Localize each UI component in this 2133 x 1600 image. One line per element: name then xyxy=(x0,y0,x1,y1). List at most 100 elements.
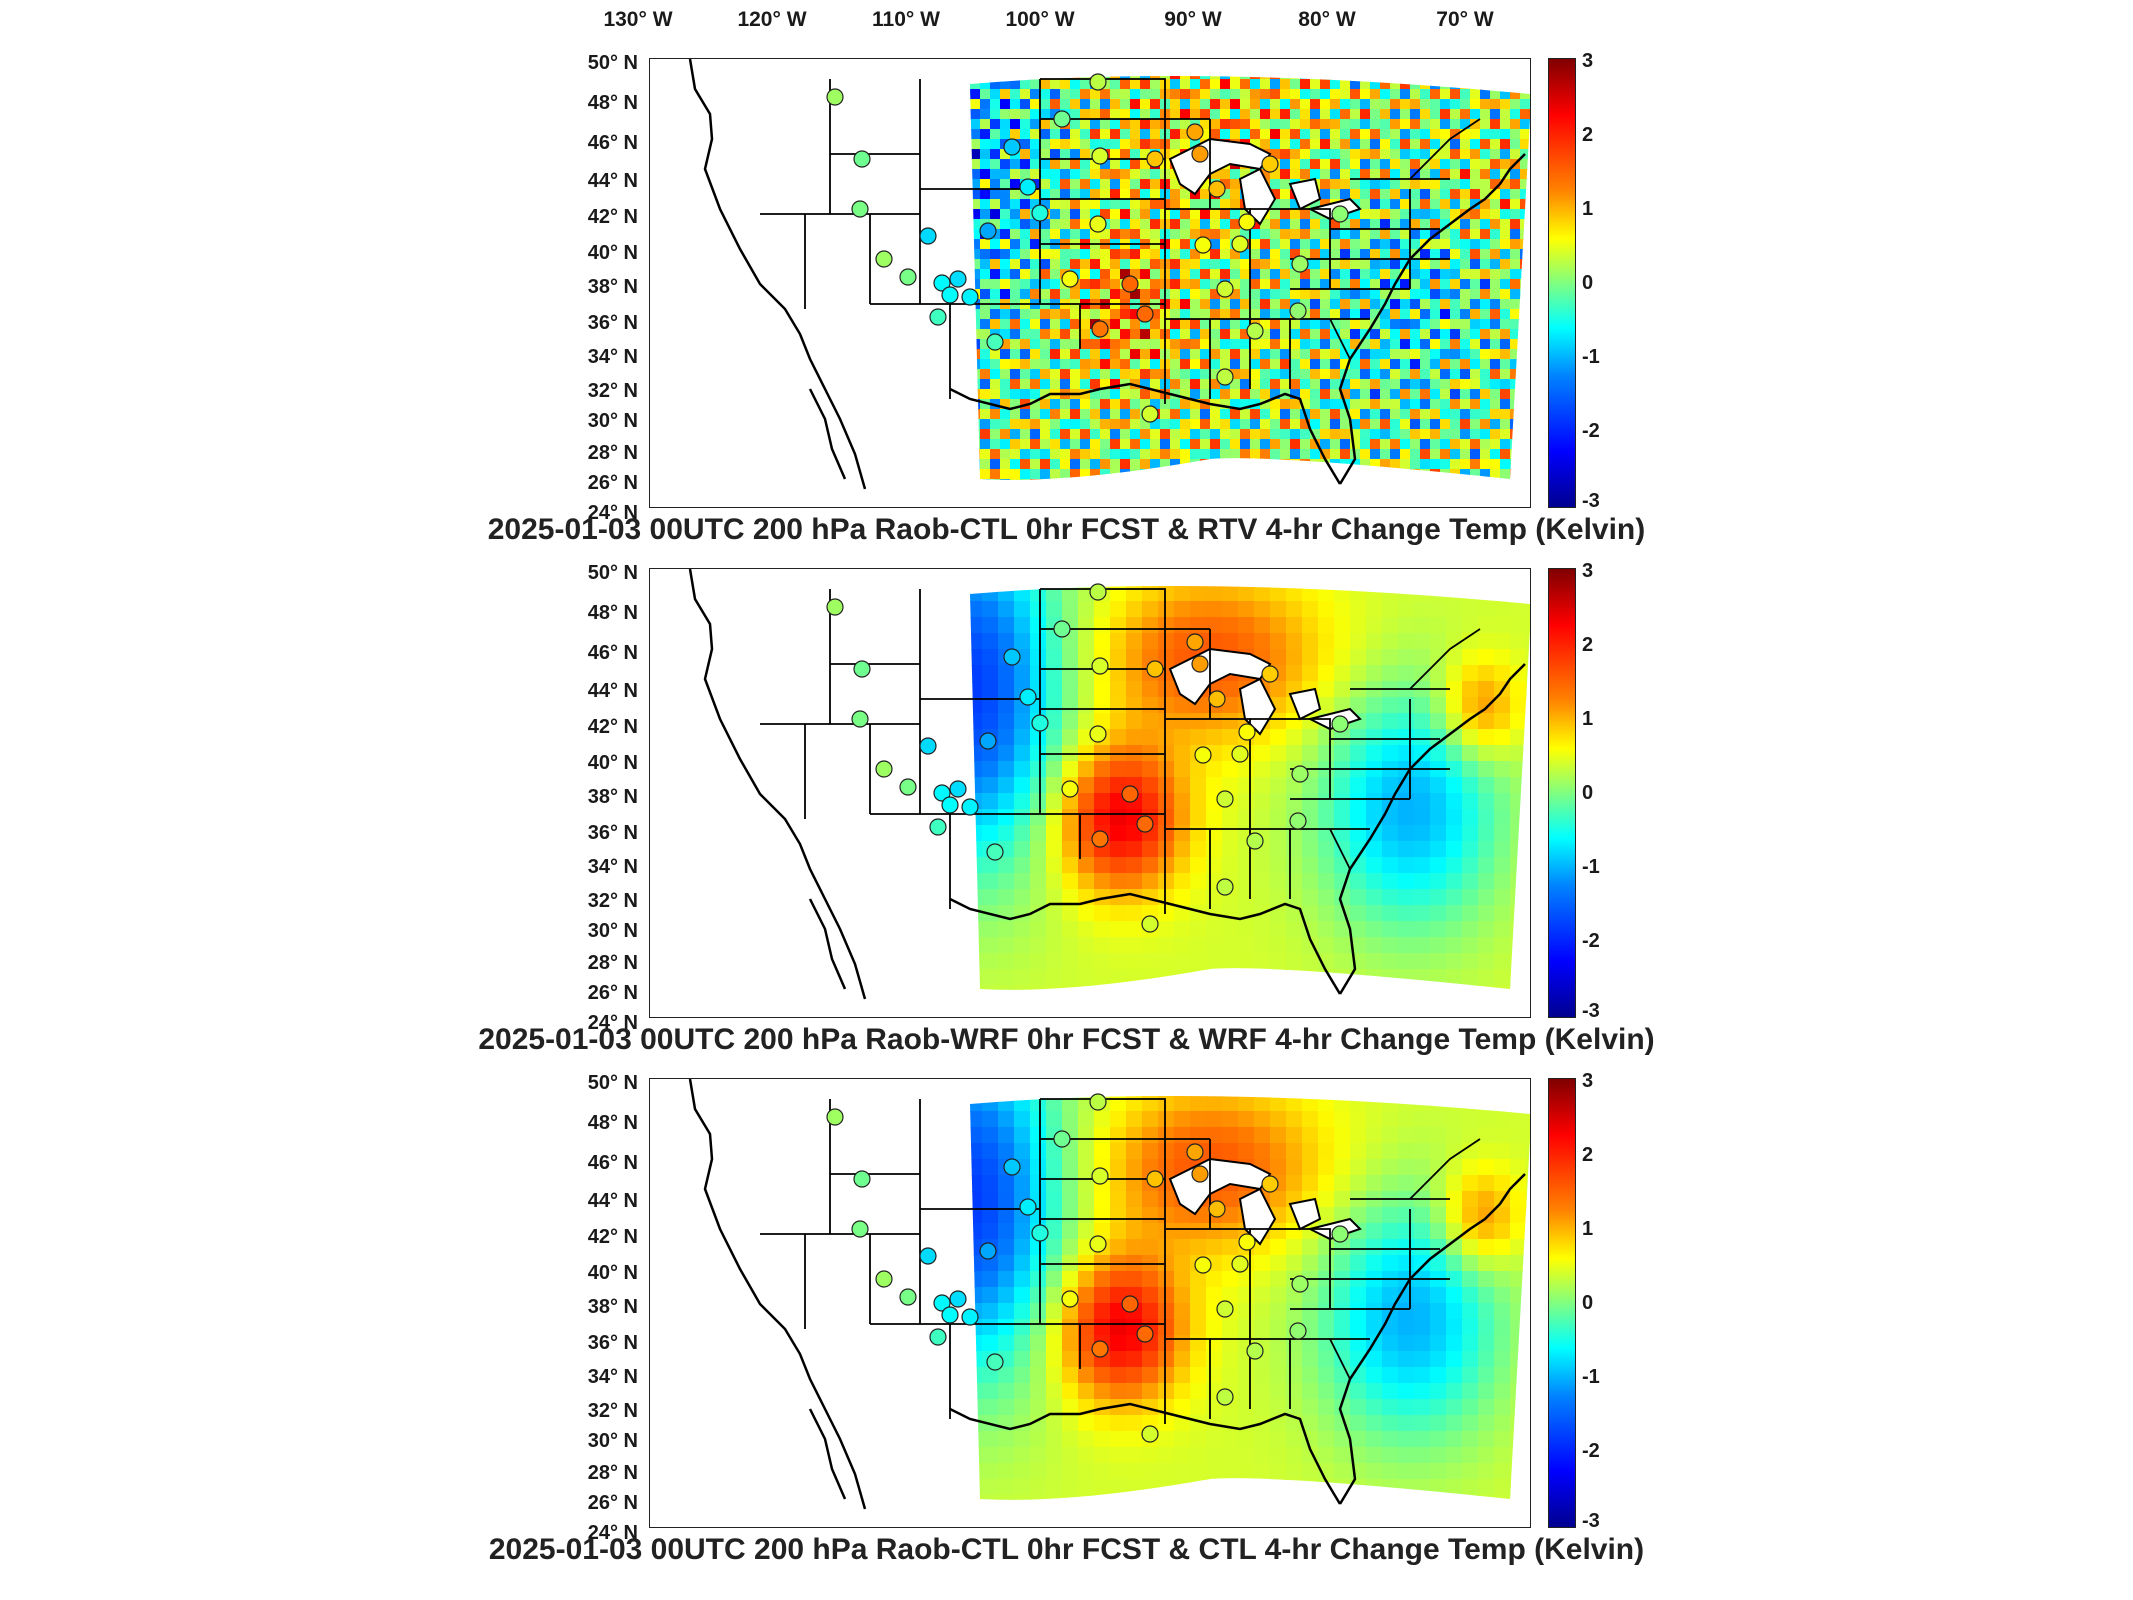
field-cell xyxy=(1250,269,1261,280)
field-cell xyxy=(1030,119,1041,130)
field-cell xyxy=(1130,89,1141,100)
field-cell xyxy=(950,585,967,602)
field-cell xyxy=(1460,429,1471,440)
field-cell xyxy=(982,953,999,970)
field-cell xyxy=(1260,169,1271,180)
field-cell xyxy=(1350,409,1361,420)
field-cell xyxy=(1070,479,1081,480)
field-cell xyxy=(1080,439,1091,450)
field-cell xyxy=(1050,459,1061,470)
field-cell xyxy=(998,1511,1015,1527)
field-cell xyxy=(1350,479,1361,480)
field-cell xyxy=(1110,379,1121,390)
field-cell xyxy=(1200,419,1211,430)
field-cell xyxy=(1142,873,1159,890)
field-cell xyxy=(1046,793,1063,810)
field-cell xyxy=(1040,449,1051,460)
colorbar-tick-label: 1 xyxy=(1582,708,1594,730)
field-cell xyxy=(1460,349,1471,360)
field-cell xyxy=(1174,1447,1191,1464)
field-cell xyxy=(1160,419,1171,430)
field-cell xyxy=(1370,309,1381,320)
field-cell xyxy=(1140,489,1151,500)
field-cell xyxy=(970,1351,983,1368)
field-cell xyxy=(1410,129,1421,140)
field-cell xyxy=(1462,745,1479,762)
field-cell xyxy=(1174,969,1191,986)
field-cell xyxy=(1220,169,1231,180)
field-cell xyxy=(1170,109,1181,120)
field-cell xyxy=(1158,969,1175,986)
field-cell xyxy=(1340,169,1351,180)
field-cell xyxy=(1030,633,1047,650)
field-cell xyxy=(1460,339,1471,350)
field-cell xyxy=(1480,389,1491,400)
field-cell xyxy=(1030,239,1041,250)
raob-station-marker xyxy=(1019,178,1037,196)
field-cell xyxy=(1174,601,1191,618)
field-cell xyxy=(982,1319,999,1336)
latitude-label: 44° N xyxy=(587,680,638,702)
field-cell xyxy=(1140,399,1151,410)
field-cell xyxy=(960,489,971,500)
field-cell xyxy=(1030,1143,1047,1160)
field-cell xyxy=(1380,119,1391,130)
field-cell xyxy=(1382,633,1399,650)
field-cell xyxy=(1080,369,1091,380)
field-cell xyxy=(1430,99,1441,110)
field-cell xyxy=(1398,1415,1415,1432)
field-cell xyxy=(1110,1383,1127,1400)
field-cell xyxy=(1350,729,1367,746)
field-cell xyxy=(1478,1367,1495,1384)
field-cell xyxy=(1190,937,1207,954)
field-cell xyxy=(1430,379,1441,390)
field-cell xyxy=(1110,1431,1127,1448)
great-lakes xyxy=(1168,647,1362,736)
field-cell xyxy=(1094,617,1111,634)
field-cell xyxy=(1450,459,1461,470)
field-cell xyxy=(1500,179,1511,190)
field-cell xyxy=(1478,665,1495,682)
field-cell xyxy=(1280,439,1291,450)
field-cell xyxy=(1494,1479,1511,1496)
field-cell xyxy=(1254,1383,1271,1400)
field-cell xyxy=(1060,169,1071,180)
field-cell xyxy=(1100,409,1111,420)
field-cell xyxy=(1222,825,1239,842)
field-cell xyxy=(1030,1367,1047,1384)
field-cell xyxy=(1110,129,1121,140)
field-cell xyxy=(1510,219,1521,230)
field-cell xyxy=(1174,825,1191,842)
field-cell xyxy=(1490,89,1501,100)
field-cell xyxy=(1510,1111,1527,1128)
field-cell xyxy=(1200,339,1211,350)
field-cell xyxy=(990,389,1001,400)
field-cell xyxy=(1260,389,1271,400)
field-cell xyxy=(998,586,1015,602)
field-cell xyxy=(1014,1479,1031,1496)
field-cell xyxy=(1206,1127,1223,1144)
field-cell xyxy=(1450,209,1461,220)
field-cell xyxy=(1370,349,1381,360)
field-cell xyxy=(1206,809,1223,826)
field-cell xyxy=(1140,289,1151,300)
field-cell xyxy=(1398,1127,1415,1144)
field-cell xyxy=(1526,1143,1530,1160)
field-cell xyxy=(1270,1335,1287,1352)
field-cell xyxy=(1110,873,1127,890)
field-cell xyxy=(1150,119,1161,130)
field-cell xyxy=(1210,259,1221,270)
latitude-label: 40° N xyxy=(587,752,638,774)
field-cell xyxy=(1510,1463,1527,1480)
field-cell xyxy=(1410,449,1421,460)
field-cell xyxy=(1046,873,1063,890)
field-cell xyxy=(1510,239,1521,250)
field-cell xyxy=(1200,389,1211,400)
field-cell xyxy=(1526,1127,1530,1144)
field-cell xyxy=(1400,119,1411,130)
field-cell xyxy=(1480,329,1491,340)
field-cell xyxy=(1240,79,1251,90)
field-cell xyxy=(1222,617,1239,634)
field-cell xyxy=(1340,269,1351,280)
field-cell xyxy=(1062,857,1079,874)
